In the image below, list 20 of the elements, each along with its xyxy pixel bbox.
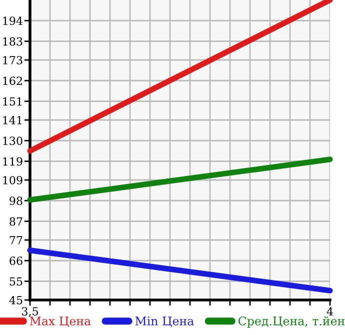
y-tick-label: 77 — [10, 236, 22, 244]
y-tick-label: 194 — [3, 16, 22, 26]
x-tick-label: 4 — [326, 307, 333, 316]
y-tick-label: 66 — [10, 256, 22, 266]
y-tick-label: 55 — [10, 277, 22, 286]
y-tick-label: 151 — [3, 97, 22, 106]
y-tick-label: 173 — [3, 56, 22, 64]
y-tick-label: 98 — [10, 196, 22, 206]
y-tick-label: 183 — [3, 37, 22, 46]
y-tick-label: 130 — [3, 136, 22, 146]
y-tick-label: 109 — [3, 176, 22, 184]
y-tick-label: 87 — [10, 217, 22, 226]
y-tick-label: 162 — [3, 76, 22, 86]
legend-label: Max Цена — [30, 316, 91, 328]
y-tick-label: 141 — [3, 116, 22, 124]
y-tick-label: 45 — [9, 296, 22, 304]
legend-label: Сред.Цена, т.йен — [238, 316, 345, 328]
x-tick-label: 3,5 — [22, 307, 38, 317]
legend-label: Min Цена — [135, 316, 194, 328]
y-tick-label: 119 — [3, 157, 22, 166]
